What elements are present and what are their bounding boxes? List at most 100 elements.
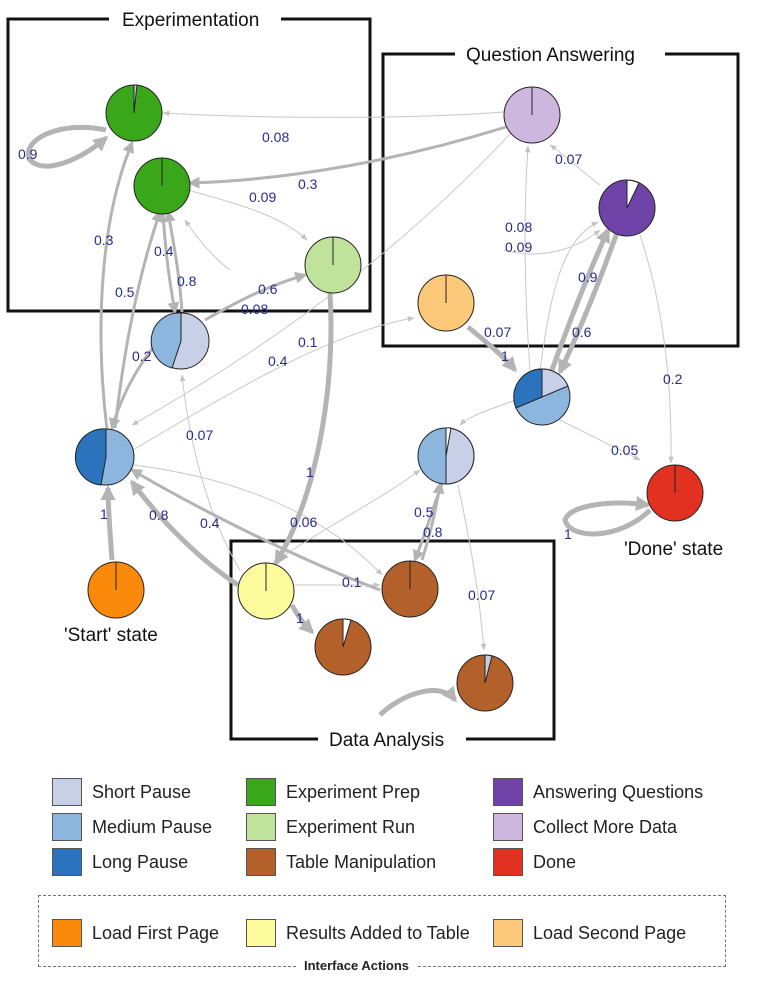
edge-c-done: [547, 413, 641, 461]
legend-label: Table Manipulation: [286, 851, 437, 872]
node-results-added-to-table: [237, 562, 295, 620]
edge-run-yellow: [273, 291, 334, 566]
edge-label: 0.07: [555, 151, 582, 167]
edge-label: 0.2: [132, 348, 152, 364]
legend-label: Long Pause: [92, 851, 189, 872]
edge-b-run: [204, 271, 308, 322]
edge-table-d: [420, 481, 445, 561]
legend-swatch: [246, 778, 276, 806]
legend-swatch: [52, 813, 82, 841]
legend-label: Medium Pause: [92, 816, 213, 837]
edge-label: 0.05: [611, 442, 638, 458]
legend-swatch: [246, 919, 276, 947]
legend-item-long-pause: Long Pause: [52, 847, 188, 877]
legend-item-load-first-page: Load First Page: [52, 918, 219, 948]
edge-d-table3: [457, 484, 487, 651]
node-start-load-first-page: [87, 561, 145, 619]
edge-label: 0.1: [342, 574, 362, 590]
node-done: [646, 464, 704, 522]
node-pause-d: [417, 427, 475, 485]
state-nodes: [74, 84, 704, 712]
edge-exp1-self: [26, 124, 109, 169]
legend-swatch: [493, 848, 523, 876]
legend-item-table-manipulation: Table Manipulation: [246, 847, 436, 877]
legend-item-medium-pause: Medium Pause: [52, 812, 212, 842]
edge-label: 0.3: [298, 176, 318, 192]
edge-ans-done: [639, 234, 674, 464]
legend-swatch: [52, 778, 82, 806]
edge-label: 0.07: [186, 427, 213, 443]
legend-label: Answering Questions: [533, 781, 704, 802]
legend-item-collect-more-data: Collect More Data: [493, 812, 677, 842]
node-experiment-prep-2: [133, 157, 191, 215]
edge-label: 0.2: [663, 371, 683, 387]
node-experiment-run: [304, 236, 362, 294]
edge-med-b: [184, 219, 231, 271]
experimentation-title: Experimentation: [122, 10, 259, 31]
legend-item-answering-questions: Answering Questions: [493, 777, 703, 807]
edge-qa-exp2: [187, 125, 507, 189]
legend-swatch: [246, 813, 276, 841]
edge-b-a: [108, 344, 157, 431]
edge-table3-self: [378, 685, 457, 717]
edge-ans-c: [557, 229, 621, 375]
legend-swatch: [493, 919, 523, 947]
edge-label: 0.09: [505, 239, 532, 255]
thick-edges: [26, 124, 652, 717]
edge-c-ans2: [549, 227, 611, 371]
edge-a-exp1: [99, 140, 134, 431]
edge-label: 0.08: [505, 219, 532, 235]
edge-b-exp2: [163, 209, 184, 313]
edge-label: 0.09: [249, 189, 276, 205]
edge-c-qa: [524, 145, 531, 371]
edge-label: 0.4: [268, 353, 288, 369]
edge-label: 0.5: [414, 504, 434, 520]
legend-item-experiment-run: Experiment Run: [246, 812, 415, 842]
edge-qa-ans-loop: [503, 229, 601, 255]
node-medium-pause-a: [74, 428, 135, 486]
edge-label: 0.3: [94, 232, 114, 248]
edge-label: 1: [296, 610, 304, 626]
edge-label: 1: [564, 526, 572, 542]
node-pause-c: [513, 368, 571, 426]
legend-item-load-second-page: Load Second Page: [493, 918, 686, 948]
edge-start-a: [100, 485, 116, 561]
node-experiment-prep-1: [105, 84, 163, 142]
medium-edges: [99, 125, 507, 592]
edge-label: 0.6: [258, 281, 278, 297]
legend-label: Collect More Data: [533, 816, 678, 837]
legend-swatch: [493, 778, 523, 806]
edge-label: 1: [501, 348, 509, 364]
legend-label: Load First Page: [92, 922, 220, 943]
data-analysis-title: Data Analysis: [329, 730, 444, 751]
edge-exp2-b: [161, 211, 180, 315]
edge-ans-qa: [549, 144, 601, 186]
edge-load2-c: [466, 325, 517, 373]
node-collect-more-data: [503, 86, 561, 144]
legend-label: Short Pause: [92, 781, 192, 802]
legend-item-experiment-prep: Experiment Prep: [246, 777, 420, 807]
state-transition-diagram: Experimentation Question Answering Data …: [6, 10, 740, 751]
node-table-manipulation-1: [381, 560, 439, 618]
node-table-manipulation-3: [456, 654, 514, 712]
done-state-label: 'Done' state: [624, 539, 723, 560]
edge-label: 0.8: [423, 524, 443, 540]
edge-label: 0.6: [572, 324, 592, 340]
edge-label: 0.8: [177, 273, 197, 289]
edge-label: 0.4: [200, 515, 220, 531]
edge-yellow-a: [129, 479, 240, 588]
edge-label: 1: [100, 506, 108, 522]
edge-label: 0.4: [154, 243, 174, 259]
legend-label: Experiment Run: [286, 816, 416, 837]
legend-label: Experiment Prep: [286, 781, 421, 802]
legend-item-results-added-to-table: Results Added to Table: [246, 918, 470, 948]
edge-yellow-table2: [289, 603, 315, 635]
edge-qa-exp1: [162, 110, 505, 118]
legend-label: Results Added to Table: [286, 922, 470, 943]
edge-label: 0.1: [298, 334, 318, 350]
interface-actions-title: Interface Actions: [296, 958, 417, 973]
edge-label: 0.07: [468, 587, 495, 603]
edge-label: 0.8: [149, 507, 169, 523]
legend-swatch: [52, 919, 82, 947]
edge-label: 0.08: [262, 129, 289, 145]
